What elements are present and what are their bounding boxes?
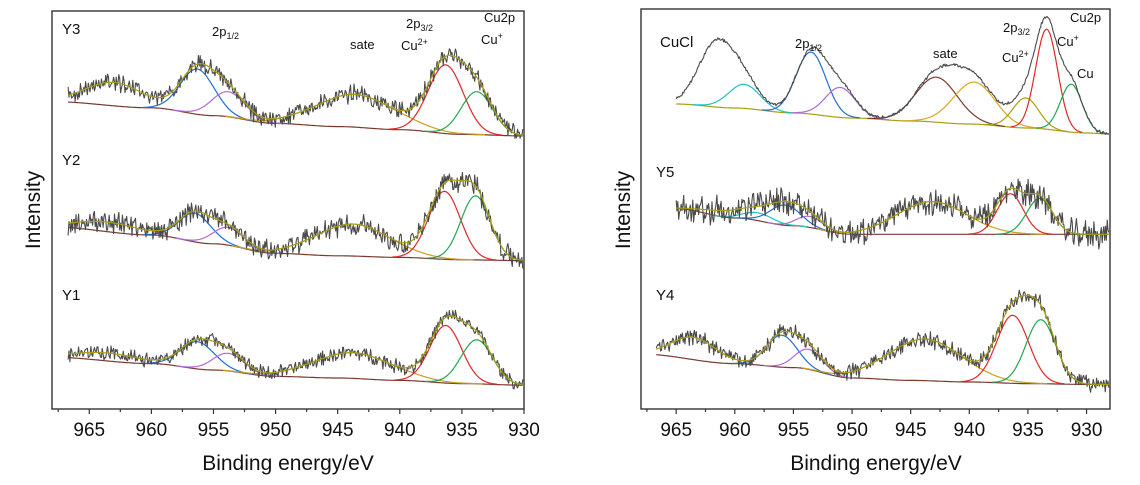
- component-cu-: [992, 319, 1090, 385]
- fit-envelope: [68, 179, 523, 261]
- left-annot-2p32: 2p3/2: [406, 16, 433, 33]
- sample-label-y3: Y3: [62, 21, 80, 38]
- raw-spectrum: [675, 16, 1110, 135]
- x-tick-label: 935: [446, 420, 478, 441]
- component-cu2-: [968, 193, 1053, 235]
- series-y1: Y1: [62, 287, 524, 390]
- x-tick-label: 930: [1071, 420, 1103, 441]
- component-cu2-: [394, 324, 498, 385]
- series-y4: Y4: [655, 287, 1110, 393]
- raw-spectrum: [67, 171, 524, 269]
- x-tick-label: 960: [719, 420, 751, 441]
- right-annot-cuplus: Cu+: [1057, 33, 1079, 49]
- right-annot-2p32: 2p3/2: [1003, 20, 1030, 37]
- component-cu2-: [983, 97, 1069, 133]
- x-tick-label: 955: [198, 420, 230, 441]
- component-satellite: [222, 352, 483, 385]
- x-tick-label: 935: [1012, 420, 1044, 441]
- fit-envelope: [67, 54, 523, 136]
- right-frame: [640, 8, 1111, 410]
- series-cucl: CuCl: [660, 16, 1110, 135]
- right-panel: CuCl Y5 Y4 965 960 955 950 945 940 935 930 Bindin…: [612, 8, 1111, 475]
- right-annot-sate: sate: [933, 46, 958, 61]
- left-x-axis: 965 960 955 950 945 940 935 930: [57, 409, 540, 441]
- component-2p1-2-cu-: [736, 204, 835, 233]
- right-annot-cu2p: Cu2p: [1070, 10, 1101, 25]
- left-annot-2p12: 2p1/2: [212, 24, 239, 41]
- component-cu-: [424, 339, 523, 386]
- x-tick-label: 930: [508, 420, 540, 441]
- right-annot-cu0: Cu: [1077, 66, 1094, 81]
- raw-spectrum: [67, 48, 524, 139]
- component-cu-: [1010, 28, 1083, 133]
- series-y3: Y3: [62, 21, 524, 139]
- right-y-axis-title: Intensity: [612, 170, 635, 249]
- x-tick-label: 950: [260, 420, 292, 441]
- component-cu: [1035, 83, 1108, 135]
- left-annot-cu2plus: Cu2+: [401, 37, 428, 53]
- component-2p1-2-cu-: [761, 51, 861, 119]
- x-tick-label: 950: [836, 420, 868, 441]
- component-2p1-2-cu2-: [791, 86, 890, 121]
- right-x-axis: 965 960 955 950 945 940 935 930: [646, 409, 1103, 441]
- left-annot-sate: sate: [350, 37, 375, 52]
- component-cyan: [691, 83, 796, 114]
- component-2p1-2-cu-: [142, 68, 253, 122]
- component-cu2-: [960, 314, 1065, 385]
- x-tick-label: 940: [953, 420, 985, 441]
- left-annot-cu2p: Cu2p: [484, 10, 515, 25]
- series-y5: Y5: [656, 164, 1110, 250]
- sample-label-y2: Y2: [62, 152, 80, 169]
- left-y-axis-title: Intensity: [22, 170, 45, 249]
- x-tick-label: 965: [73, 420, 105, 441]
- left-panel: Y3 Y2 Y1 965 960 955 950 945 940 935 930 Binding …: [22, 10, 540, 475]
- fit-envelope: [656, 294, 1109, 385]
- component-cu2-: [389, 64, 503, 136]
- x-tick-label: 955: [778, 420, 810, 441]
- x-tick-label: 940: [384, 420, 416, 441]
- sample-label-cucl: CuCl: [660, 34, 693, 51]
- left-plot-area: Y3 Y2 Y1: [62, 21, 524, 390]
- right-annot-2p12: 2p1/2: [795, 36, 822, 53]
- sample-label-y4: Y4: [656, 287, 674, 304]
- left-x-axis-title: Binding energy/eV: [202, 452, 374, 475]
- x-tick-label: 965: [660, 420, 692, 441]
- fit-envelope: [676, 187, 1109, 235]
- left-frame: [51, 10, 525, 410]
- raw-spectrum: [67, 309, 524, 390]
- background-line: [68, 357, 523, 386]
- series-y2: Y2: [62, 152, 524, 269]
- fit-envelope: [68, 315, 523, 386]
- sample-label-y5: Y5: [656, 164, 674, 181]
- right-x-axis-title: Binding energy/eV: [790, 452, 962, 475]
- x-tick-label: 945: [322, 420, 354, 441]
- x-tick-label: 945: [895, 420, 927, 441]
- x-tick-label: 960: [136, 420, 168, 441]
- raw-spectrum: [675, 178, 1110, 250]
- sample-label-y1: Y1: [62, 287, 80, 304]
- right-annot-cu2plus: Cu2+: [1002, 49, 1029, 65]
- component-2p1-2-cu-: [142, 341, 253, 375]
- left-annot-cuplus: Cu+: [481, 31, 503, 47]
- component-2p1-2-cu-: [732, 334, 831, 376]
- background-line: [676, 103, 1109, 135]
- component-cu2-: [392, 190, 497, 261]
- right-plot-area: CuCl Y5 Y4: [655, 16, 1110, 393]
